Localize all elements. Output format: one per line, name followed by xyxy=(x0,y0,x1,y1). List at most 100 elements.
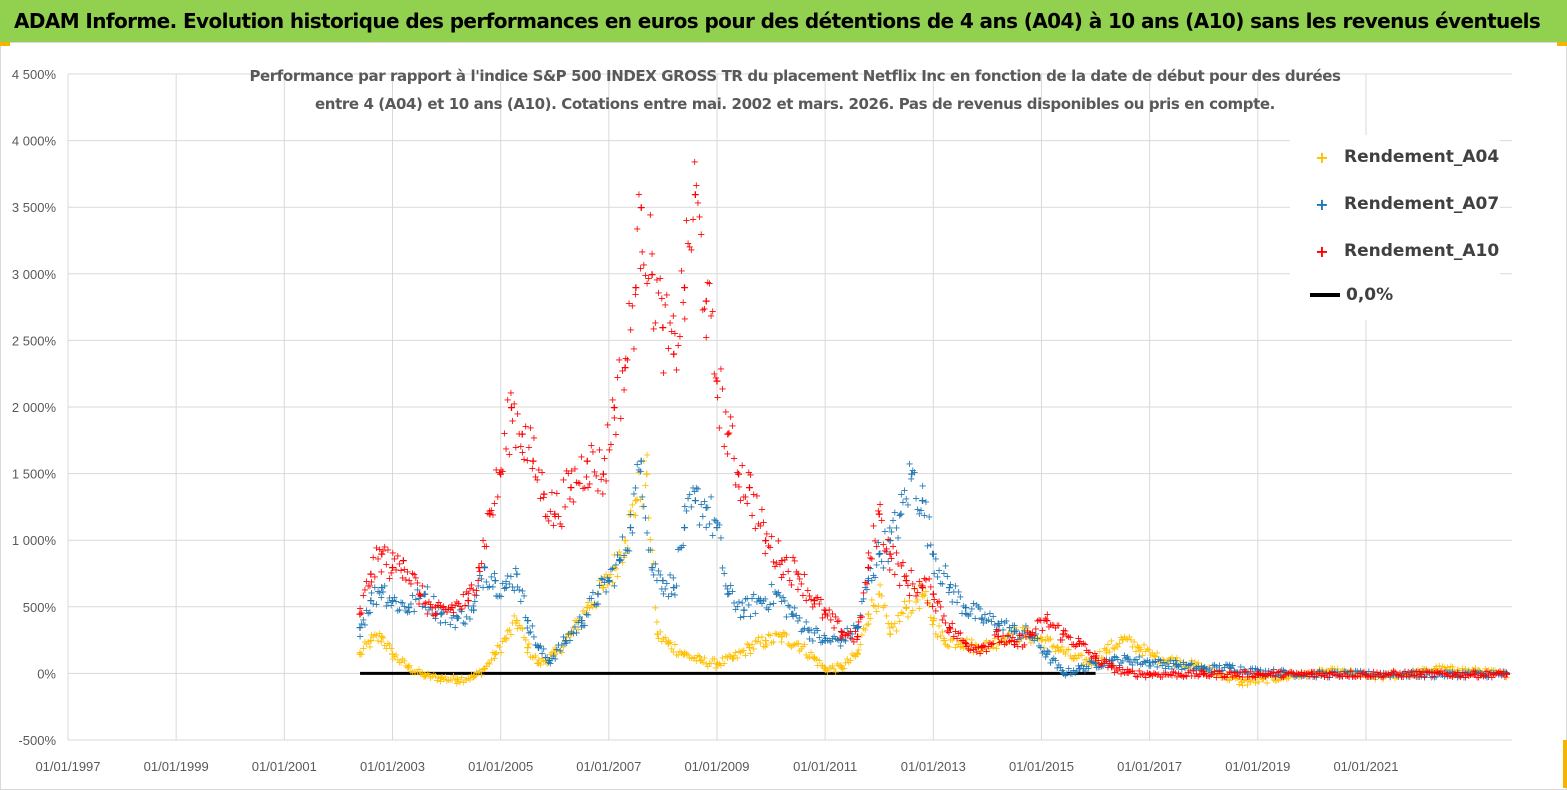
point-a04: + xyxy=(1028,634,1036,645)
point-a07: + xyxy=(1453,673,1461,684)
point-a04: + xyxy=(1179,659,1187,670)
point-a04: + xyxy=(505,625,513,636)
point-a07: + xyxy=(950,587,958,598)
point-a07: + xyxy=(1145,661,1153,672)
point-a07: + xyxy=(756,594,765,607)
point-a07: + xyxy=(1320,671,1328,682)
point-a07: + xyxy=(523,623,531,634)
point-a04: + xyxy=(464,674,472,685)
point-a10: + xyxy=(571,464,579,475)
point-a04: + xyxy=(385,640,393,651)
point-a07: + xyxy=(740,612,748,623)
point-a04: + xyxy=(1501,667,1509,678)
banner-title: ADAM Informe. Evolution historique des p… xyxy=(14,9,1541,33)
point-a07: + xyxy=(1123,653,1132,666)
point-a07: + xyxy=(1046,658,1054,669)
point-a07: + xyxy=(1045,647,1053,658)
point-a07: + xyxy=(868,575,876,586)
point-a07: + xyxy=(1406,668,1414,679)
point-a04: + xyxy=(1429,666,1437,677)
point-a07: + xyxy=(969,598,977,609)
point-a07: + xyxy=(689,483,697,494)
point-a07: + xyxy=(835,636,843,647)
point-a04: + xyxy=(859,624,867,635)
point-a07: + xyxy=(712,521,721,534)
point-a10: + xyxy=(680,281,689,294)
point-a07: + xyxy=(788,607,797,620)
point-a04: + xyxy=(1145,645,1153,656)
point-a07: + xyxy=(971,613,979,624)
point-a04: + xyxy=(604,580,612,591)
point-a04: + xyxy=(361,637,369,648)
point-a04: + xyxy=(818,660,826,671)
point-a07: + xyxy=(479,583,487,594)
point-a04: + xyxy=(864,619,872,630)
point-a04: + xyxy=(1307,669,1315,680)
point-a07: + xyxy=(1345,672,1353,683)
point-a07: + xyxy=(484,582,492,593)
point-a04: + xyxy=(850,651,858,662)
point-a07: + xyxy=(690,486,698,497)
point-a07: + xyxy=(772,589,780,600)
point-a04: + xyxy=(891,619,899,630)
point-a07: + xyxy=(1338,672,1346,683)
point-a04: + xyxy=(1153,648,1161,659)
point-a04: + xyxy=(794,639,802,650)
point-a07: + xyxy=(599,574,607,585)
point-a04: + xyxy=(526,652,534,663)
point-a04: + xyxy=(1094,655,1102,666)
point-a04: + xyxy=(1189,659,1197,670)
point-a07: + xyxy=(1174,661,1182,672)
point-a07: + xyxy=(436,618,444,629)
point-a04: + xyxy=(1351,668,1359,679)
point-a07: + xyxy=(1306,669,1314,680)
point-a04: + xyxy=(1084,659,1092,670)
point-a04: + xyxy=(736,647,744,658)
point-a07: + xyxy=(725,589,733,600)
point-a04: + xyxy=(620,534,629,547)
point-a04: + xyxy=(968,635,976,646)
point-a04: + xyxy=(668,644,676,655)
point-a04: + xyxy=(1297,667,1305,678)
point-a04: + xyxy=(1399,672,1407,683)
point-a07: + xyxy=(613,550,621,561)
point-a04: + xyxy=(930,613,938,624)
point-a07: + xyxy=(1219,666,1227,677)
point-a04: + xyxy=(817,661,825,672)
point-a07: + xyxy=(648,565,656,576)
point-a04: + xyxy=(651,603,659,614)
point-a07: + xyxy=(758,599,766,610)
point-a04: + xyxy=(784,639,792,650)
point-a07: + xyxy=(1288,669,1296,680)
point-a07: + xyxy=(645,545,653,556)
legend-item-a04: + Rendement_A04 xyxy=(1310,147,1499,167)
point-a04: + xyxy=(1082,654,1090,665)
point-a07: + xyxy=(453,612,461,623)
point-a10: + xyxy=(868,554,876,565)
point-a07: + xyxy=(900,486,908,497)
point-a07: + xyxy=(1330,669,1338,680)
point-a07: + xyxy=(1379,668,1387,679)
point-a04: + xyxy=(421,671,429,682)
point-a07: + xyxy=(1158,660,1166,671)
point-a04: + xyxy=(366,634,375,647)
point-a04: + xyxy=(1420,664,1428,675)
point-a07: + xyxy=(615,554,624,567)
chart-title-line-1: Performance par rapport à l'indice S&P 5… xyxy=(249,67,1341,85)
point-a04: + xyxy=(566,628,574,639)
point-a04: + xyxy=(988,637,997,650)
point-a07: + xyxy=(467,605,475,616)
point-a07: + xyxy=(649,570,657,581)
point-a07: + xyxy=(713,518,721,529)
point-a07: + xyxy=(1265,666,1273,677)
point-a07: + xyxy=(679,540,687,551)
point-a04: + xyxy=(425,669,433,680)
point-a04: + xyxy=(485,659,493,670)
point-a07: + xyxy=(453,611,462,624)
point-a04: + xyxy=(950,634,958,645)
point-a10: + xyxy=(357,608,365,619)
point-a04: + xyxy=(661,633,669,644)
point-a04: + xyxy=(689,654,697,665)
point-a04: + xyxy=(1191,657,1199,668)
